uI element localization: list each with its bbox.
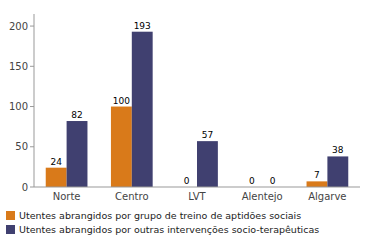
data-label: 0 (184, 176, 190, 186)
bar (307, 181, 328, 187)
legend-swatch (6, 225, 15, 234)
data-label: 7 (314, 170, 320, 180)
bar (111, 107, 132, 187)
data-label: 0 (270, 176, 276, 186)
bar (327, 156, 348, 187)
y-tick-label: 50 (15, 141, 28, 152)
data-label: 57 (202, 130, 213, 140)
legend-label: Utentes abrangidos por outras intervençõ… (19, 224, 319, 235)
bars (46, 32, 349, 187)
bar (197, 141, 218, 187)
y-tick (30, 187, 34, 188)
data-label: 100 (113, 96, 130, 106)
y-axis-line (34, 14, 35, 187)
bar (67, 121, 88, 187)
y-tick-label: 100 (9, 101, 28, 112)
data-label: 24 (50, 157, 62, 167)
x-tick-label: Norte (53, 191, 81, 202)
data-label: 0 (249, 176, 255, 186)
bar (132, 32, 153, 187)
x-tick-label: LVT (188, 191, 206, 202)
bar (46, 168, 67, 187)
data-label: 193 (134, 21, 151, 31)
legend-label: Utentes abrangidos por grupo de treino d… (19, 210, 301, 221)
y-tick (30, 106, 34, 107)
x-tick-label: Centro (115, 191, 148, 202)
y-tick (30, 66, 34, 67)
chart: 0 50 100 150 200 24 100 0 0 7 82 193 57 0 38 Norte Centr… (0, 0, 370, 237)
data-label: 82 (71, 110, 82, 120)
y-tick-label: 200 (9, 21, 28, 32)
x-tick-label: Alentejo (242, 191, 283, 202)
x-axis-line (34, 187, 360, 188)
y-tick (30, 26, 34, 27)
y-tick-label: 0 (22, 182, 28, 193)
data-label: 38 (332, 145, 344, 155)
x-tick-label: Algarve (308, 191, 346, 202)
chart-container: 0 50 100 150 200 24 100 0 0 7 82 193 57 0 38 Norte Centr… (0, 0, 370, 237)
legend-swatch (6, 211, 15, 220)
y-tick-label: 150 (9, 61, 28, 72)
y-tick (30, 146, 34, 147)
